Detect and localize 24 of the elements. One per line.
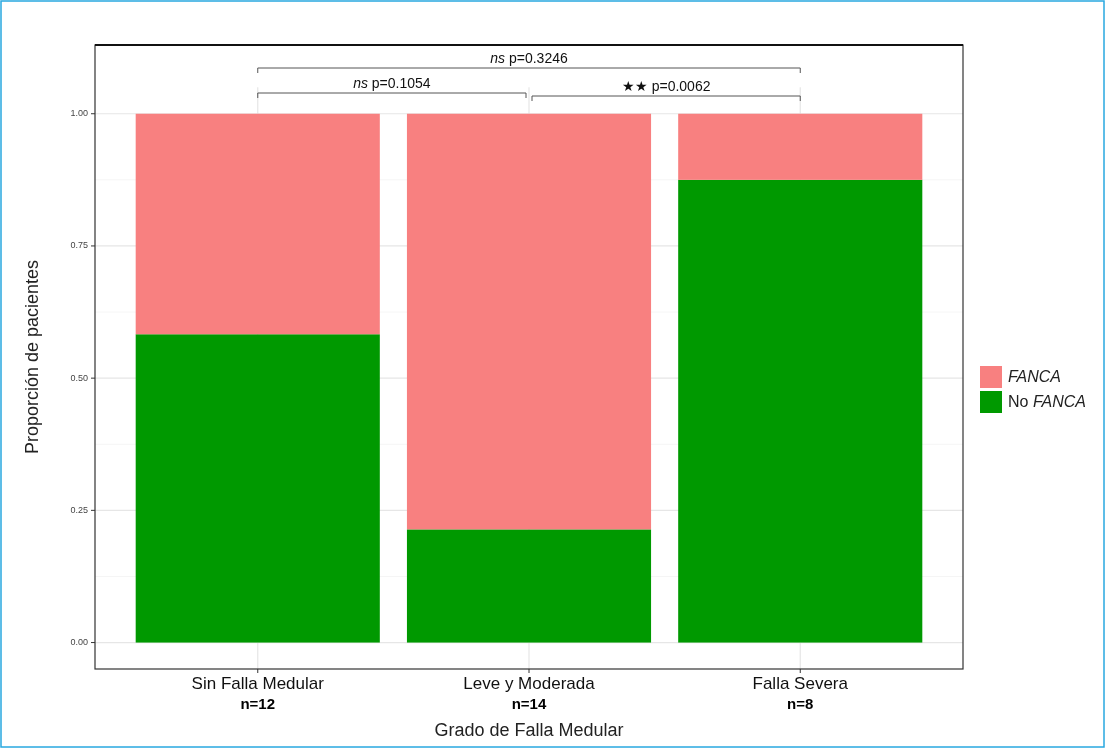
y-tick-label: 0.25 [70, 504, 88, 515]
annotation: ★★ p=0.0062 [621, 78, 711, 94]
bar [135, 113, 380, 335]
y-axis-title: Proporción de pacientes [22, 259, 42, 455]
text: n=12 [240, 695, 276, 712]
bar [406, 529, 652, 643]
y-tick-label: 0.75 [70, 240, 88, 251]
annotation: ns p=0.3246 [490, 50, 568, 66]
x-tick-label: Falla Severa [752, 674, 849, 693]
y-tick-label: 0.00 [70, 636, 88, 647]
y-tick-label: 1.00 [70, 108, 88, 119]
legend-label: No FANCA [1008, 393, 1086, 411]
bar [135, 334, 380, 643]
bar [678, 179, 923, 643]
x-tick-label: Sin Falla Medular [191, 674, 325, 693]
x-tick-label: Leve y Moderada [463, 674, 596, 693]
y-tick-label: 0.50 [70, 372, 88, 383]
text: n=8 [787, 695, 814, 712]
legend-label: FANCA [1008, 368, 1062, 386]
bar [406, 113, 652, 530]
text: n=14 [511, 695, 547, 712]
x-axis-title: Grado de Falla Medular [434, 720, 624, 740]
annotation: ns p=0.1054 [353, 75, 431, 91]
bar [678, 113, 923, 180]
